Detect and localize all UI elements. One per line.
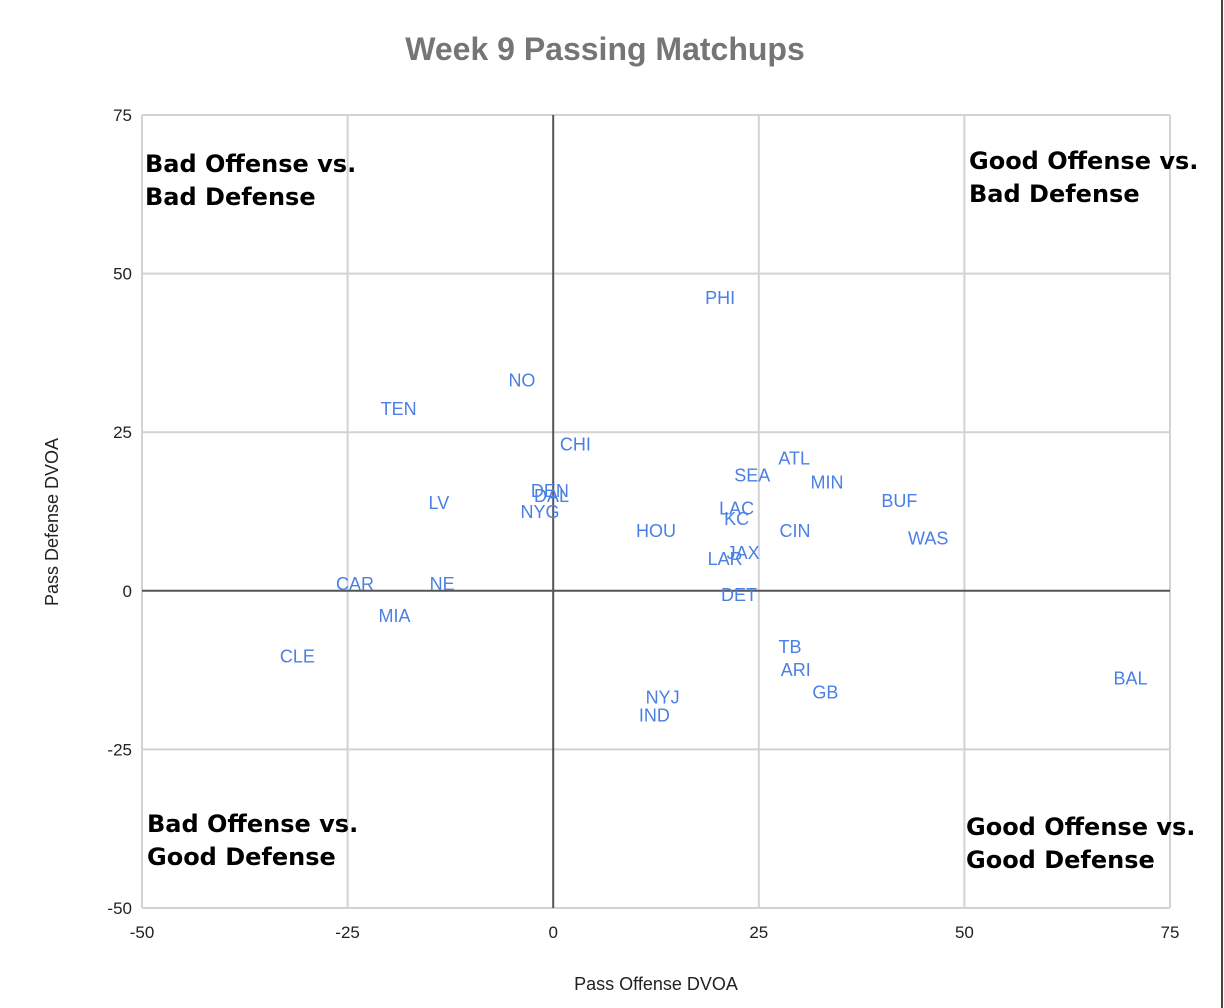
quadrant-label-bottom-left: Bad Offense vs. Good Defense — [147, 810, 358, 871]
point-label-hou: HOU — [636, 521, 676, 541]
point-label-ind: IND — [639, 706, 670, 726]
quadrant-label-line: Bad Offense vs. — [147, 810, 358, 838]
y-tick-label: 25 — [113, 423, 132, 442]
point-label-sea: SEA — [734, 466, 770, 486]
point-label-lac: LAC — [719, 499, 754, 519]
point-label-cle: CLE — [280, 647, 315, 667]
point-label-lv: LV — [429, 493, 450, 513]
point-label-no: NO — [508, 371, 535, 391]
quadrant-label-line: Good Defense — [147, 843, 336, 871]
quadrant-label-line: Good Offense vs. — [966, 813, 1195, 841]
point-label-cin: CIN — [779, 521, 810, 541]
window-edge — [1221, 0, 1223, 1008]
point-label-bal: BAL — [1114, 669, 1148, 689]
point-label-atl: ATL — [778, 449, 810, 469]
y-tick-label: 75 — [113, 106, 132, 125]
x-tick-label: 75 — [1161, 923, 1180, 942]
y-tick-label: 50 — [113, 265, 132, 284]
point-label-was: WAS — [908, 529, 948, 549]
quadrant-label-line: Bad Defense — [145, 183, 316, 211]
x-tick-label: -25 — [335, 923, 360, 942]
point-label-gb: GB — [812, 683, 838, 703]
point-label-phi: PHI — [705, 288, 735, 308]
quadrant-label-line: Good Offense vs. — [969, 147, 1198, 175]
point-label-ne: NE — [430, 574, 455, 594]
x-tick-label: -50 — [130, 923, 155, 942]
y-tick-label: -50 — [107, 899, 132, 918]
point-label-car: CAR — [336, 574, 374, 594]
point-label-nyj: NYJ — [646, 688, 680, 708]
quadrant-label-line: Good Defense — [966, 846, 1155, 874]
point-label-chi: CHI — [560, 435, 591, 455]
quadrant-label-line: Bad Offense vs. — [145, 150, 356, 178]
axis-layer: -50 -25 0 25 50 75 75 50 25 0 -25 -50 — [107, 106, 1179, 942]
point-label-jax: JAX — [727, 543, 760, 563]
x-tick-label: 25 — [749, 923, 768, 942]
grid-layer — [141, 114, 1171, 909]
x-axis-title: Pass Offense DVOA — [574, 974, 738, 994]
chart-title: Week 9 Passing Matchups — [405, 31, 805, 67]
point-label-mia: MIA — [378, 606, 410, 626]
point-label-lar: LAR — [708, 549, 743, 569]
quadrant-label-line: Bad Defense — [969, 180, 1140, 208]
y-tick-label: 0 — [123, 582, 132, 601]
point-label-nyg: NYG — [521, 502, 560, 522]
y-tick-label: -25 — [107, 740, 132, 759]
point-label-den: DEN — [531, 481, 569, 501]
x-tick-label: 0 — [548, 923, 557, 942]
point-label-buf: BUF — [881, 491, 917, 511]
y-axis-title: Pass Defense DVOA — [42, 438, 62, 606]
point-label-tb: TB — [779, 637, 802, 657]
quadrant-label-top-right: Good Offense vs. Bad Defense — [969, 147, 1198, 208]
point-label-ten: TEN — [381, 399, 417, 419]
x-tick-label: 50 — [955, 923, 974, 942]
quadrant-label-bottom-right: Good Offense vs. Good Defense — [966, 813, 1195, 874]
point-label-dal: DAL — [534, 486, 569, 506]
point-label-ari: ARI — [781, 660, 811, 680]
point-label-det: DET — [721, 585, 757, 605]
point-label-kc: KC — [724, 509, 749, 529]
quadrant-label-top-left: Bad Offense vs. Bad Defense — [145, 150, 356, 211]
point-label-min: MIN — [811, 473, 844, 493]
